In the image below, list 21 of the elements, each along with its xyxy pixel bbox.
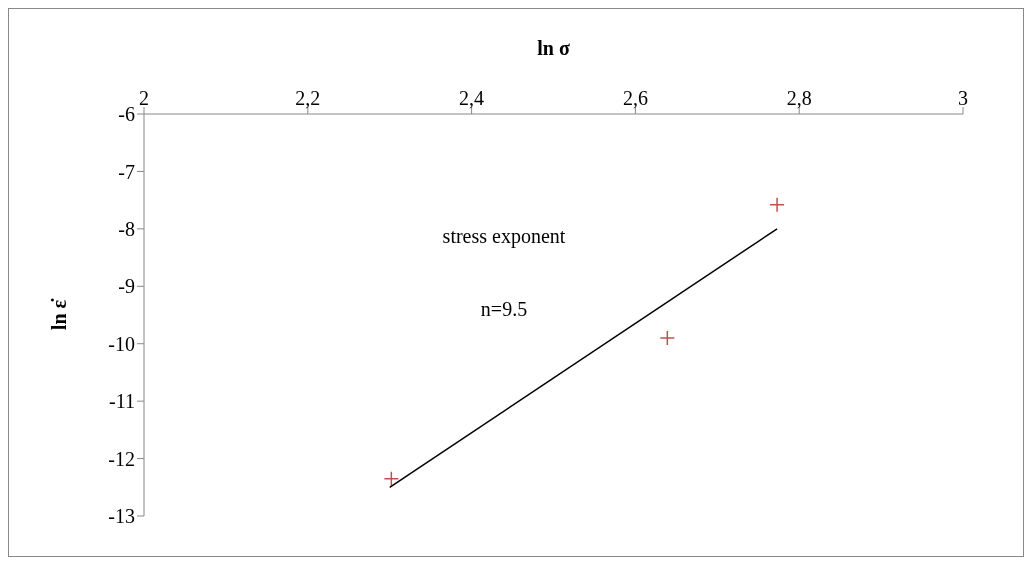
y-tick-label: -11 — [109, 390, 135, 413]
y-tick-label: -8 — [118, 217, 135, 240]
y-tick-label: -10 — [108, 332, 135, 355]
y-tick-label: -7 — [118, 160, 135, 183]
point — [659, 330, 676, 346]
annotation: stress exponent — [441, 225, 567, 248]
x-tick-label: 2,4 — [459, 87, 485, 109]
y-tick-label: -12 — [108, 447, 135, 470]
x-tick-label: 2,8 — [786, 87, 812, 109]
annotation: n=9.5 — [479, 298, 529, 321]
x-tick-label: 3 — [958, 87, 968, 109]
y-tick-label: -13 — [108, 505, 135, 528]
point — [769, 196, 785, 213]
point — [383, 470, 400, 487]
y-tick-label: -6 — [118, 103, 135, 126]
y-tick-label: -9 — [118, 275, 135, 298]
y-axis-title: ln ε̇ — [48, 297, 71, 331]
x-tick-label: 2 — [139, 87, 149, 109]
x-axis-title: ln σ — [537, 37, 570, 60]
x-tick-label: 2,2 — [295, 87, 321, 109]
x-tick-label: 2,6 — [622, 87, 648, 109]
